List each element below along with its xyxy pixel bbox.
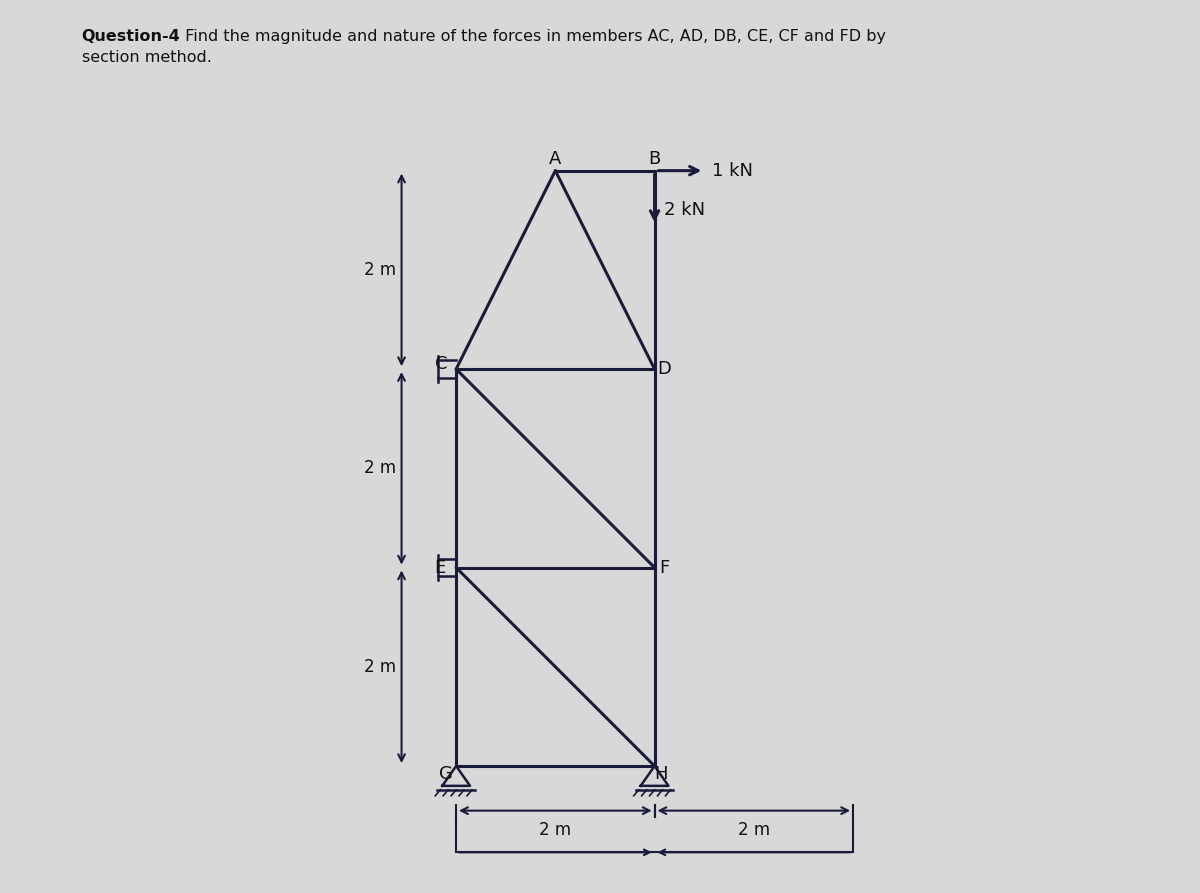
Text: Find the magnitude and nature of the forces in members AC, AD, DB, CE, CF and FD: Find the magnitude and nature of the for… <box>180 29 886 44</box>
Text: C: C <box>434 355 448 373</box>
Text: 2 m: 2 m <box>738 822 770 839</box>
Text: Question-4: Question-4 <box>82 29 180 44</box>
Text: B: B <box>648 150 661 168</box>
Text: D: D <box>658 360 672 378</box>
Text: 2 m: 2 m <box>364 261 396 279</box>
Text: F: F <box>659 558 670 577</box>
Text: 1 kN: 1 kN <box>712 162 754 179</box>
Text: H: H <box>654 765 667 783</box>
Text: 2 m: 2 m <box>539 822 571 839</box>
Text: 2 m: 2 m <box>364 658 396 676</box>
Text: 2 m: 2 m <box>364 459 396 478</box>
Text: A: A <box>550 150 562 168</box>
Text: section method.: section method. <box>82 50 211 65</box>
Text: 2 kN: 2 kN <box>665 201 706 220</box>
Text: G: G <box>439 765 454 783</box>
Text: E: E <box>434 558 446 577</box>
